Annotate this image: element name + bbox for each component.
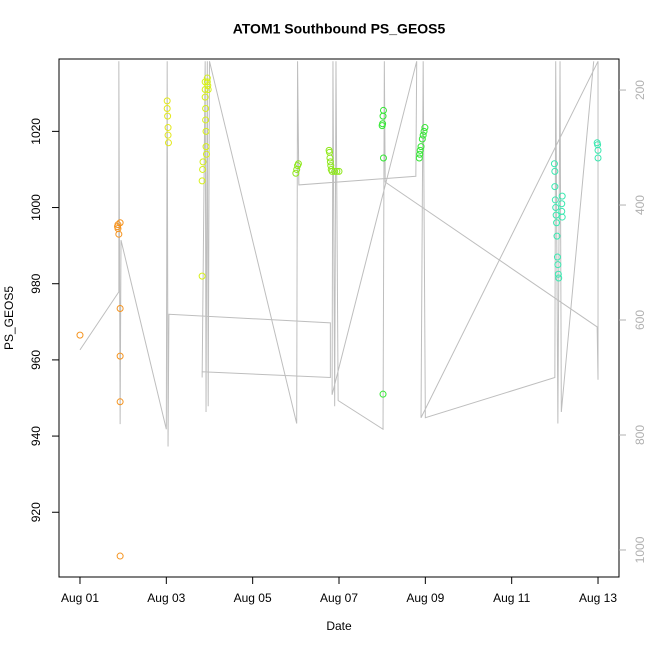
point	[204, 85, 212, 93]
point	[328, 167, 336, 175]
point	[419, 131, 427, 139]
point	[164, 131, 172, 139]
point	[292, 169, 300, 177]
point	[116, 398, 124, 406]
point	[163, 105, 171, 113]
point	[594, 154, 602, 162]
x-tick-label: Aug 07	[320, 591, 358, 605]
point	[416, 150, 424, 158]
chart-title: ATOM1 Southbound PS_GEOS5	[233, 21, 446, 37]
point	[326, 158, 334, 166]
point	[333, 167, 341, 175]
point	[202, 116, 210, 124]
point	[418, 135, 426, 143]
point	[415, 154, 423, 162]
point	[553, 219, 561, 227]
point	[552, 204, 560, 212]
y-tick-label: 980	[29, 273, 43, 293]
y-tick-label: 940	[29, 426, 43, 446]
point	[553, 232, 561, 240]
x-tick-label: Aug 09	[406, 591, 444, 605]
point	[202, 105, 210, 113]
altitude-line	[79, 61, 599, 447]
point	[198, 272, 206, 280]
point	[379, 154, 387, 162]
point	[379, 390, 387, 398]
point	[420, 127, 428, 135]
point	[115, 230, 123, 238]
point	[558, 207, 566, 215]
point	[114, 221, 122, 229]
point	[198, 177, 206, 185]
y-tick-label: 960	[29, 350, 43, 370]
point	[558, 192, 566, 200]
point	[554, 270, 562, 278]
point	[552, 211, 560, 219]
point	[379, 106, 387, 114]
x-axis-label: Date	[326, 619, 352, 633]
point	[164, 139, 172, 147]
plot-area	[76, 61, 602, 560]
point	[558, 200, 566, 208]
point	[553, 253, 561, 261]
point	[203, 78, 211, 86]
point	[76, 331, 84, 339]
point	[204, 82, 212, 90]
point	[558, 213, 566, 221]
point	[199, 165, 207, 173]
y2-tick-label: 400	[633, 195, 647, 215]
x-tick-label: Aug 13	[579, 591, 617, 605]
point	[594, 146, 602, 154]
point	[551, 196, 559, 204]
point	[379, 120, 387, 128]
point	[416, 146, 424, 154]
point	[116, 552, 124, 560]
plot-frame	[58, 58, 620, 578]
point	[294, 160, 302, 168]
point	[555, 274, 563, 282]
point	[335, 167, 343, 175]
point	[326, 154, 334, 162]
y-axis-label: PS_GEOS5	[2, 286, 16, 350]
point	[116, 304, 124, 312]
point	[550, 160, 558, 168]
y2-tick-label: 200	[633, 80, 647, 100]
point	[331, 167, 339, 175]
point	[554, 261, 562, 269]
point	[203, 74, 211, 82]
y-tick-label: 1020	[29, 118, 43, 145]
y-tick-label: 920	[29, 502, 43, 522]
point	[164, 124, 172, 132]
x-tick-label: Aug 05	[234, 591, 272, 605]
y2-tick-label: 1000	[633, 536, 647, 563]
point	[202, 150, 210, 158]
y2-tick-label: 600	[633, 310, 647, 330]
point	[201, 93, 209, 101]
x-tick-label: Aug 03	[147, 591, 185, 605]
point	[202, 127, 210, 135]
point	[417, 143, 425, 151]
point	[202, 143, 210, 151]
point	[164, 112, 172, 120]
point	[551, 167, 559, 175]
x-tick-label: Aug 01	[61, 591, 99, 605]
point	[551, 183, 559, 191]
y2-tick-label: 800	[633, 425, 647, 445]
y-tick-label: 1000	[29, 194, 43, 221]
point	[116, 352, 124, 360]
x-tick-label: Aug 11	[493, 591, 530, 605]
point	[116, 219, 124, 227]
point	[199, 158, 207, 166]
point	[421, 124, 429, 132]
point	[163, 97, 171, 105]
